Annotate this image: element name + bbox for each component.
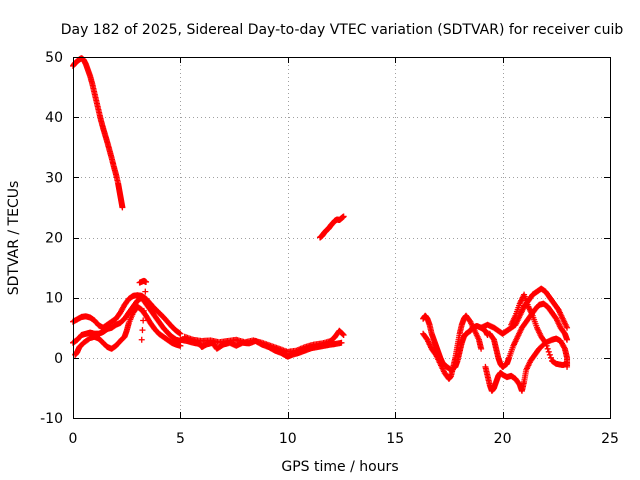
series-evening-b bbox=[420, 312, 485, 382]
y-tick-label: 10 bbox=[45, 291, 63, 307]
data-point bbox=[541, 338, 548, 345]
data-point bbox=[139, 327, 146, 334]
data-marks bbox=[70, 55, 571, 394]
data-point bbox=[547, 354, 554, 361]
data-point bbox=[340, 213, 347, 220]
series-evening-c bbox=[482, 335, 571, 394]
y-tick-label: 30 bbox=[45, 170, 63, 186]
data-point bbox=[564, 336, 571, 343]
data-point bbox=[140, 317, 147, 324]
data-point bbox=[143, 279, 150, 286]
y-tick-label: 0 bbox=[54, 351, 63, 367]
data-point bbox=[340, 331, 347, 338]
data-point bbox=[141, 298, 148, 305]
data-point bbox=[338, 339, 345, 346]
data-point bbox=[542, 339, 549, 346]
data-point bbox=[561, 344, 568, 351]
data-point bbox=[142, 288, 149, 295]
series-evening-f bbox=[508, 291, 571, 369]
data-point bbox=[545, 348, 552, 355]
data-point bbox=[546, 351, 553, 358]
x-tick-label: 15 bbox=[386, 431, 404, 447]
data-point bbox=[543, 342, 550, 349]
y-tick-label: 50 bbox=[45, 50, 63, 66]
chart-title: Day 182 of 2025, Sidereal Day-to-day VTE… bbox=[61, 22, 624, 38]
x-axis-label: GPS time / hours bbox=[281, 459, 398, 475]
data-point bbox=[140, 307, 147, 314]
data-point bbox=[339, 331, 346, 338]
x-tick-label: 0 bbox=[69, 431, 78, 447]
y-tick-label: -10 bbox=[40, 411, 63, 427]
y-tick-label: 40 bbox=[45, 110, 63, 126]
x-tick-label: 10 bbox=[279, 431, 297, 447]
y-axis-label: SDTVAR / TECUs bbox=[6, 181, 22, 296]
data-point bbox=[564, 324, 571, 331]
grid bbox=[73, 57, 610, 418]
data-point bbox=[564, 360, 571, 367]
data-point bbox=[119, 204, 126, 211]
series-early-isolated bbox=[136, 277, 150, 343]
series-early-high-decline bbox=[70, 55, 126, 211]
axis-ticks: 0 5 10 15 20 25 -10 0 10 20 30 40 50 bbox=[40, 50, 619, 447]
series-late-cluster bbox=[317, 213, 347, 241]
data-point bbox=[177, 342, 184, 349]
series-early-upper bbox=[70, 292, 184, 337]
data-point bbox=[544, 345, 551, 352]
x-tick-label: 5 bbox=[176, 431, 185, 447]
y-tick-label: 20 bbox=[45, 231, 63, 247]
data-point bbox=[177, 330, 184, 337]
data-point bbox=[138, 336, 145, 343]
x-tick-label: 20 bbox=[494, 431, 512, 447]
x-tick-label: 25 bbox=[601, 431, 619, 447]
series-midday-band-upper bbox=[181, 327, 347, 355]
data-point bbox=[478, 345, 485, 352]
series-early-lower bbox=[72, 303, 184, 358]
